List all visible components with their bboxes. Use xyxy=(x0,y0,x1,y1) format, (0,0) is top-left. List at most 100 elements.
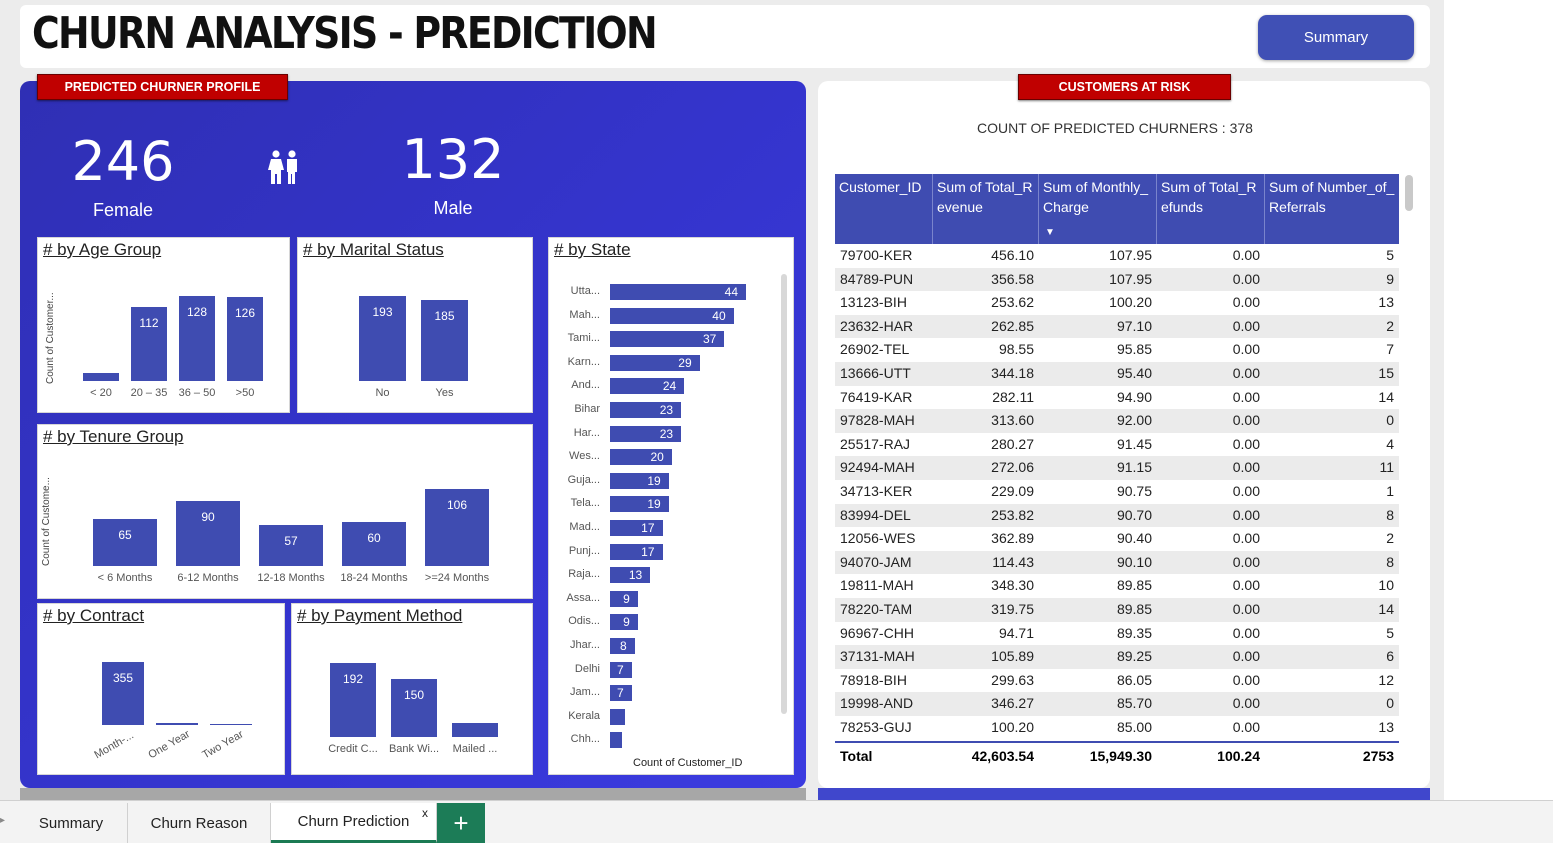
state-bar[interactable] xyxy=(610,708,626,725)
table-cell: 86.05 xyxy=(1116,671,1152,688)
table-row[interactable]: 78220-TAM 319.75 89.85 0.00 14 xyxy=(835,597,1399,622)
state-bar[interactable] xyxy=(610,425,682,442)
tenure-group-card[interactable]: # by Tenure Group Count of Custome... 65… xyxy=(37,424,533,599)
tab-summary[interactable]: Summary xyxy=(15,803,128,843)
table-row[interactable]: 79700-KER 456.10 107.95 0.00 5 xyxy=(835,244,1399,268)
bar-3[interactable] xyxy=(227,297,263,381)
state-card[interactable]: # by State Utta... 44 Mah... 40 Tami... 37 Kar… xyxy=(548,237,794,775)
state-bar[interactable] xyxy=(610,402,682,418)
state-bar[interactable] xyxy=(610,354,700,371)
bar-0[interactable] xyxy=(359,296,406,381)
bar-1[interactable] xyxy=(131,306,167,381)
state-bar[interactable] xyxy=(610,520,663,536)
bar-2[interactable] xyxy=(259,524,323,566)
table-row[interactable]: 84789-PUN 356.58 107.95 0.00 9 xyxy=(835,267,1399,292)
table-row[interactable]: 19998-AND 346.27 85.70 0.00 0 xyxy=(835,692,1399,716)
table-row[interactable]: 25517-RAJ 280.27 91.45 0.00 4 xyxy=(835,433,1399,457)
bar-2[interactable] xyxy=(210,723,252,725)
table-row[interactable]: 94070-JAM 114.43 90.10 0.00 8 xyxy=(835,550,1399,575)
table-row[interactable]: 13123-BIH 253.62 100.20 0.00 13 xyxy=(835,291,1399,315)
summary-button[interactable]: Summary xyxy=(1258,15,1414,60)
state-scrollbar[interactable] xyxy=(781,274,787,714)
header-monthly-charge[interactable]: Sum of Monthly_Charge ▼ xyxy=(1039,174,1157,244)
state-label: Odis... xyxy=(568,615,600,628)
add-page-button[interactable]: + xyxy=(437,803,485,843)
total-referrals: 2753 xyxy=(1362,748,1394,765)
state-bar[interactable] xyxy=(610,284,746,300)
table-cell: 83994-DEL xyxy=(840,506,911,523)
state-label: Har... xyxy=(573,426,600,439)
bar-0[interactable] xyxy=(93,518,157,566)
state-value-label: 7 xyxy=(616,686,624,701)
table-row[interactable]: 37131-MAH 105.89 89.25 0.00 6 xyxy=(835,645,1399,669)
table-cell: 12 xyxy=(1378,671,1394,688)
state-bar[interactable] xyxy=(610,732,623,749)
table-row[interactable]: 19811-MAH 348.30 89.85 0.00 10 xyxy=(835,574,1399,598)
close-tab-icon[interactable]: x xyxy=(422,806,428,820)
table-row[interactable]: 34713-KER 229.09 90.75 0.00 1 xyxy=(835,480,1399,504)
table-row[interactable]: 13666-UTT 344.18 95.40 0.00 15 xyxy=(835,361,1399,386)
bar-0[interactable] xyxy=(330,663,376,737)
table-row[interactable]: 92494-MAH 272.06 91.15 0.00 11 xyxy=(835,456,1399,480)
table-scrollbar[interactable] xyxy=(1405,175,1413,211)
category-tick: Yes xyxy=(435,387,454,399)
bar-3[interactable] xyxy=(342,522,406,566)
bar-1[interactable] xyxy=(176,500,240,566)
table-row[interactable]: 83994-DEL 253.82 90.70 0.00 8 xyxy=(835,503,1399,528)
table-cell: 0.00 xyxy=(1232,553,1260,570)
state-bar[interactable] xyxy=(610,590,638,607)
table-cell: 7 xyxy=(1386,341,1394,358)
table-cell: 107.95 xyxy=(1109,247,1152,263)
bar-1[interactable] xyxy=(156,722,198,725)
tab-scroll-left-icon[interactable]: ▸ xyxy=(0,815,6,826)
table-cell: 91.45 xyxy=(1116,435,1152,452)
state-bar[interactable] xyxy=(610,567,651,584)
table-row[interactable]: 97828-MAH 313.60 92.00 0.00 0 xyxy=(835,409,1399,433)
table-cell: 90.10 xyxy=(1116,553,1152,570)
tab-churn-reason[interactable]: Churn Reason xyxy=(128,803,271,843)
state-bar[interactable] xyxy=(610,496,669,513)
state-bar[interactable] xyxy=(610,661,632,678)
header-referrals[interactable]: Sum of Number_of_Referrals xyxy=(1269,179,1395,215)
table-row[interactable]: 78918-BIH 299.63 86.05 0.00 12 xyxy=(835,669,1399,693)
bar-4[interactable] xyxy=(425,489,489,566)
bar-1[interactable] xyxy=(391,679,437,737)
tab-churn-prediction[interactable]: Churn Prediction xyxy=(271,803,437,843)
table-cell: 0.00 xyxy=(1232,482,1260,499)
age-group-card[interactable]: # by Age Group Count of Customer... < 20… xyxy=(37,237,290,413)
bar-0[interactable] xyxy=(102,662,144,725)
header-total-refunds[interactable]: Sum of Total_Refunds xyxy=(1157,174,1265,244)
bar-0[interactable] xyxy=(83,373,119,381)
state-bar[interactable] xyxy=(610,307,734,324)
bar-2[interactable] xyxy=(452,723,498,737)
state-bar[interactable] xyxy=(610,472,669,489)
header-customer-id[interactable]: Customer_ID xyxy=(835,174,933,244)
state-title: # by State xyxy=(554,240,631,259)
table-row[interactable]: 12056-WES 362.89 90.40 0.00 2 xyxy=(835,527,1399,551)
contract-card[interactable]: # by Contract 355 Month-... One Year Two Ye… xyxy=(37,603,285,775)
age-group-ylabel: Count of Customer... xyxy=(45,292,56,384)
bar-2[interactable] xyxy=(179,296,215,381)
state-bar[interactable] xyxy=(610,614,638,631)
marital-status-card[interactable]: # by Marital Status 193 No 185 Yes xyxy=(297,237,533,413)
table-row[interactable]: 76419-KAR 282.11 94.90 0.00 14 xyxy=(835,386,1399,410)
state-bar[interactable] xyxy=(610,685,632,702)
state-bar[interactable] xyxy=(610,638,635,654)
table-cell: 89.35 xyxy=(1116,624,1152,641)
table-row[interactable]: 78253-GUJ 100.20 85.00 0.00 13 xyxy=(835,716,1399,740)
table-cell: 0 xyxy=(1386,412,1394,429)
table-cell: 229.09 xyxy=(991,482,1034,499)
header-total-revenue[interactable]: Sum of Total_Revenue xyxy=(933,174,1039,244)
category-tick: < 6 Months xyxy=(97,572,153,584)
table-row[interactable]: 26902-TEL 98.55 95.85 0.00 7 xyxy=(835,338,1399,362)
payment-method-card[interactable]: # by Payment Method 192 Credit C... 150 Ban… xyxy=(291,603,533,775)
table-row[interactable]: 23632-HAR 262.85 97.10 0.00 2 xyxy=(835,314,1399,339)
state-bar[interactable] xyxy=(610,543,663,560)
state-bar[interactable] xyxy=(610,449,672,466)
state-bar[interactable] xyxy=(610,378,685,395)
header-bar xyxy=(20,5,1430,68)
table-row[interactable]: 96967-CHH 94.71 89.35 0.00 5 xyxy=(835,622,1399,646)
table-cell: 0.00 xyxy=(1232,270,1260,287)
state-bar[interactable] xyxy=(610,331,725,348)
bar-1[interactable] xyxy=(421,299,468,381)
